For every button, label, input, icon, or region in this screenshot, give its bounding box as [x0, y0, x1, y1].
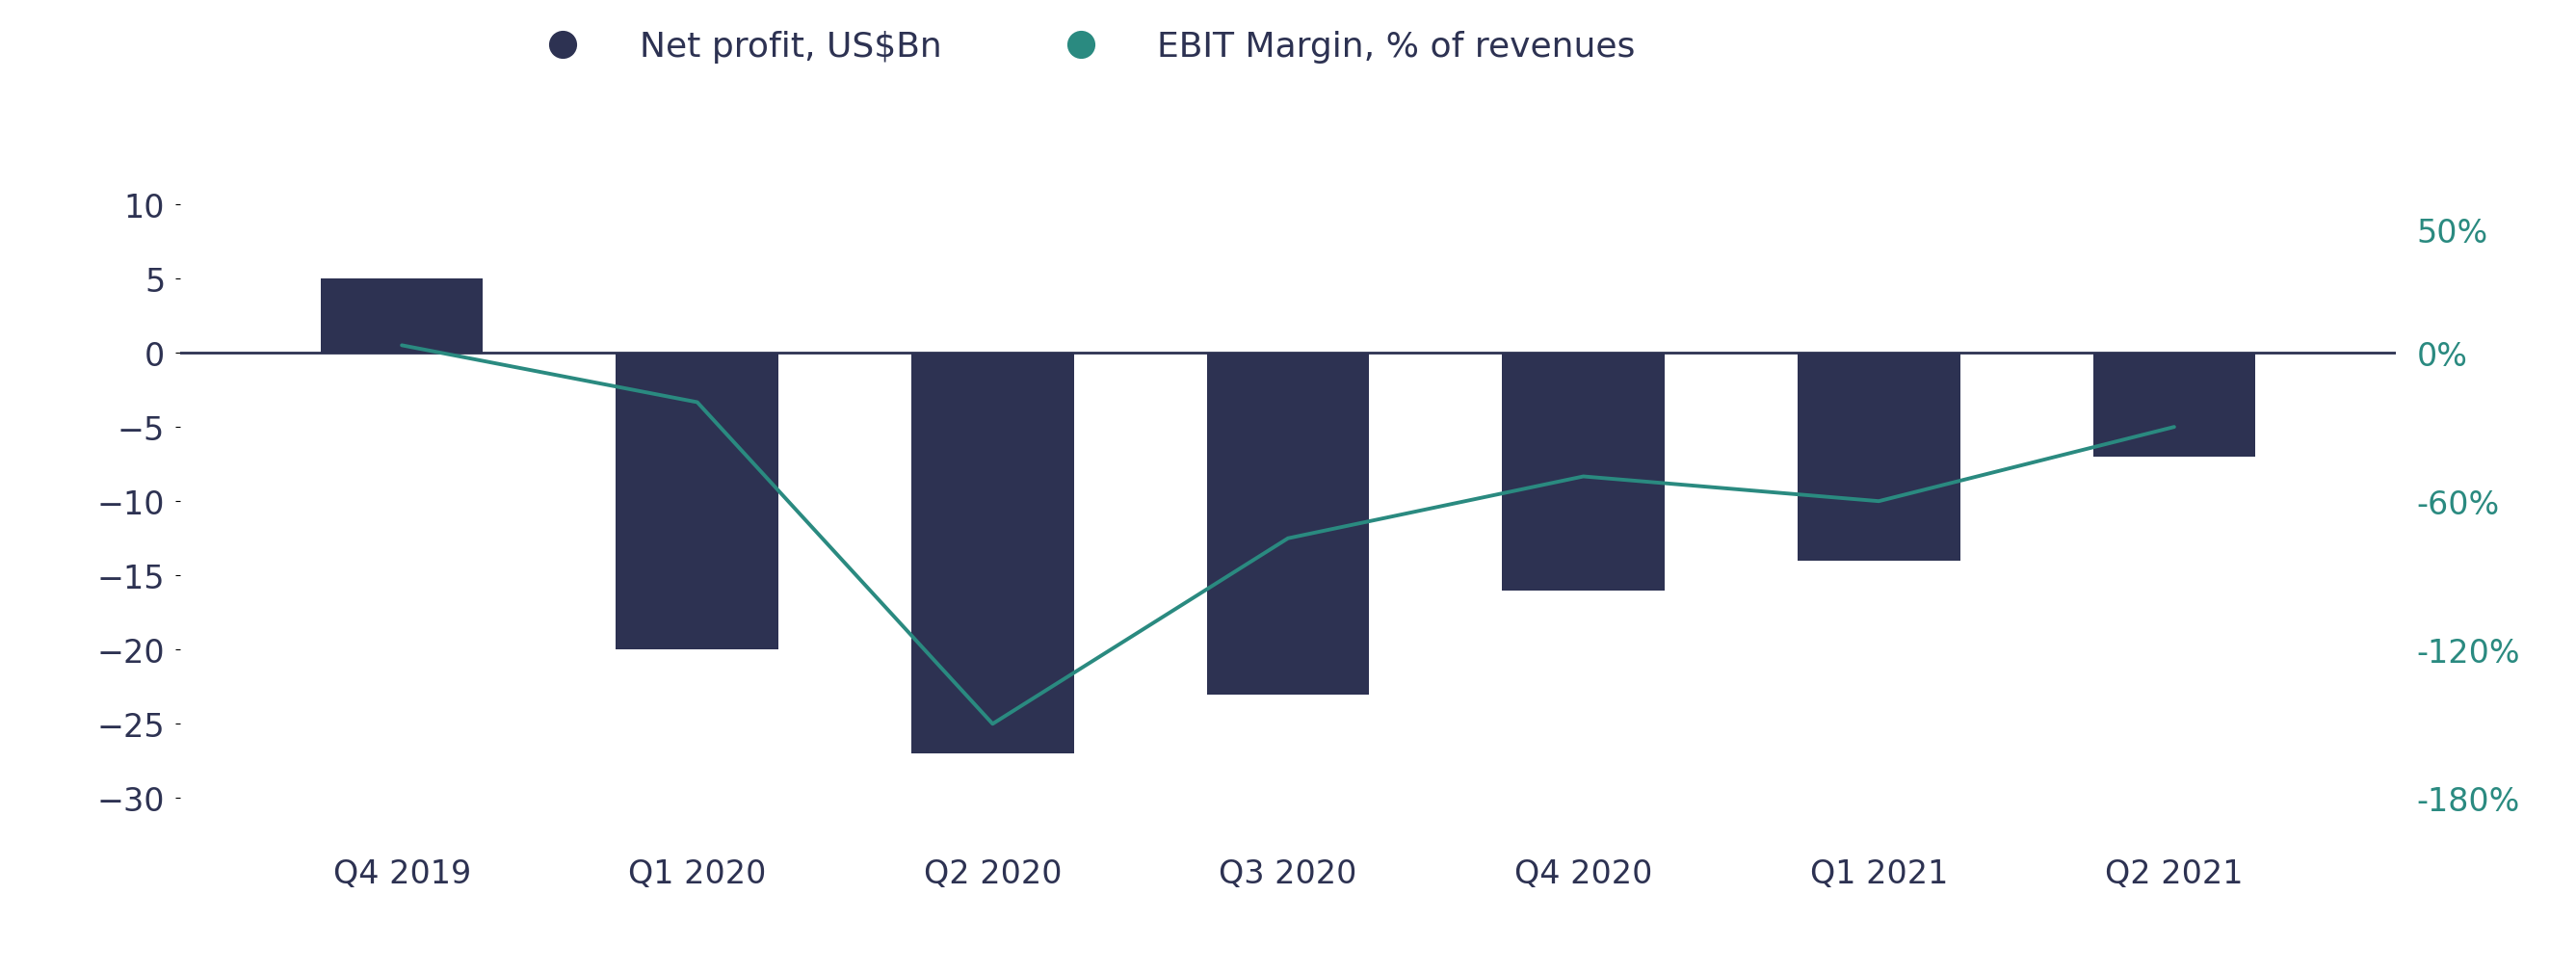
- Bar: [1206, 354, 1370, 694]
- Legend: Net profit, US$Bn, EBIT Margin, % of revenues: Net profit, US$Bn, EBIT Margin, % of rev…: [515, 18, 1649, 78]
- Bar: [1798, 354, 1960, 561]
- Bar: [912, 354, 1074, 754]
- Bar: [2092, 354, 2257, 457]
- Bar: [616, 354, 778, 650]
- Bar: [319, 280, 484, 354]
- Bar: [1502, 354, 1664, 590]
